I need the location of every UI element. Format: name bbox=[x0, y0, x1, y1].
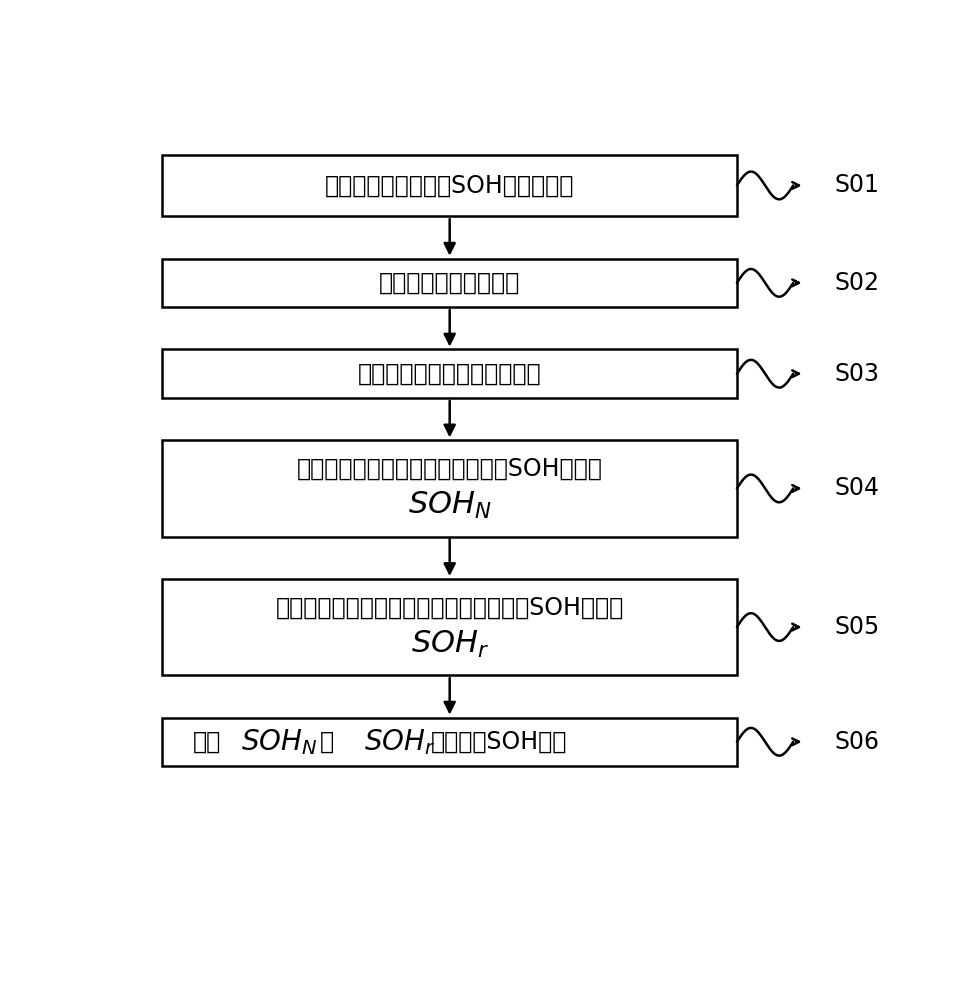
Text: $SOH_N$: $SOH_N$ bbox=[241, 727, 318, 757]
Bar bbox=[163, 259, 736, 307]
Text: 建立电池内阻与电池SOH关系曲线库: 建立电池内阻与电池SOH关系曲线库 bbox=[325, 173, 575, 197]
Text: 计算电池历史充放电循环次数: 计算电池历史充放电循环次数 bbox=[358, 362, 542, 386]
Bar bbox=[163, 440, 736, 537]
Bar bbox=[163, 349, 736, 398]
Text: 根据实时测量内阻值查询曲线库确定第二SOH数据：: 根据实时测量内阻值查询曲线库确定第二SOH数据： bbox=[275, 596, 624, 620]
Text: $SOH_N$: $SOH_N$ bbox=[408, 490, 491, 521]
Text: 读取数据库中电池参数: 读取数据库中电池参数 bbox=[379, 271, 520, 295]
Text: 和: 和 bbox=[320, 730, 334, 754]
Text: S02: S02 bbox=[834, 271, 880, 295]
Text: S05: S05 bbox=[834, 615, 880, 639]
Bar bbox=[163, 718, 736, 766]
Text: S04: S04 bbox=[834, 476, 880, 500]
Text: 计算电池SOH估值: 计算电池SOH估值 bbox=[431, 730, 568, 754]
Text: S01: S01 bbox=[834, 173, 880, 197]
Text: $SOH_r$: $SOH_r$ bbox=[411, 629, 488, 660]
Bar bbox=[163, 155, 736, 216]
Text: S06: S06 bbox=[834, 730, 880, 754]
Text: 根据: 根据 bbox=[193, 730, 221, 754]
Text: S03: S03 bbox=[834, 362, 880, 386]
Bar bbox=[163, 579, 736, 675]
Text: 根据历史充放电循环次数计算第一SOH数据：: 根据历史充放电循环次数计算第一SOH数据： bbox=[297, 457, 603, 481]
Text: $SOH_r$: $SOH_r$ bbox=[363, 727, 435, 757]
